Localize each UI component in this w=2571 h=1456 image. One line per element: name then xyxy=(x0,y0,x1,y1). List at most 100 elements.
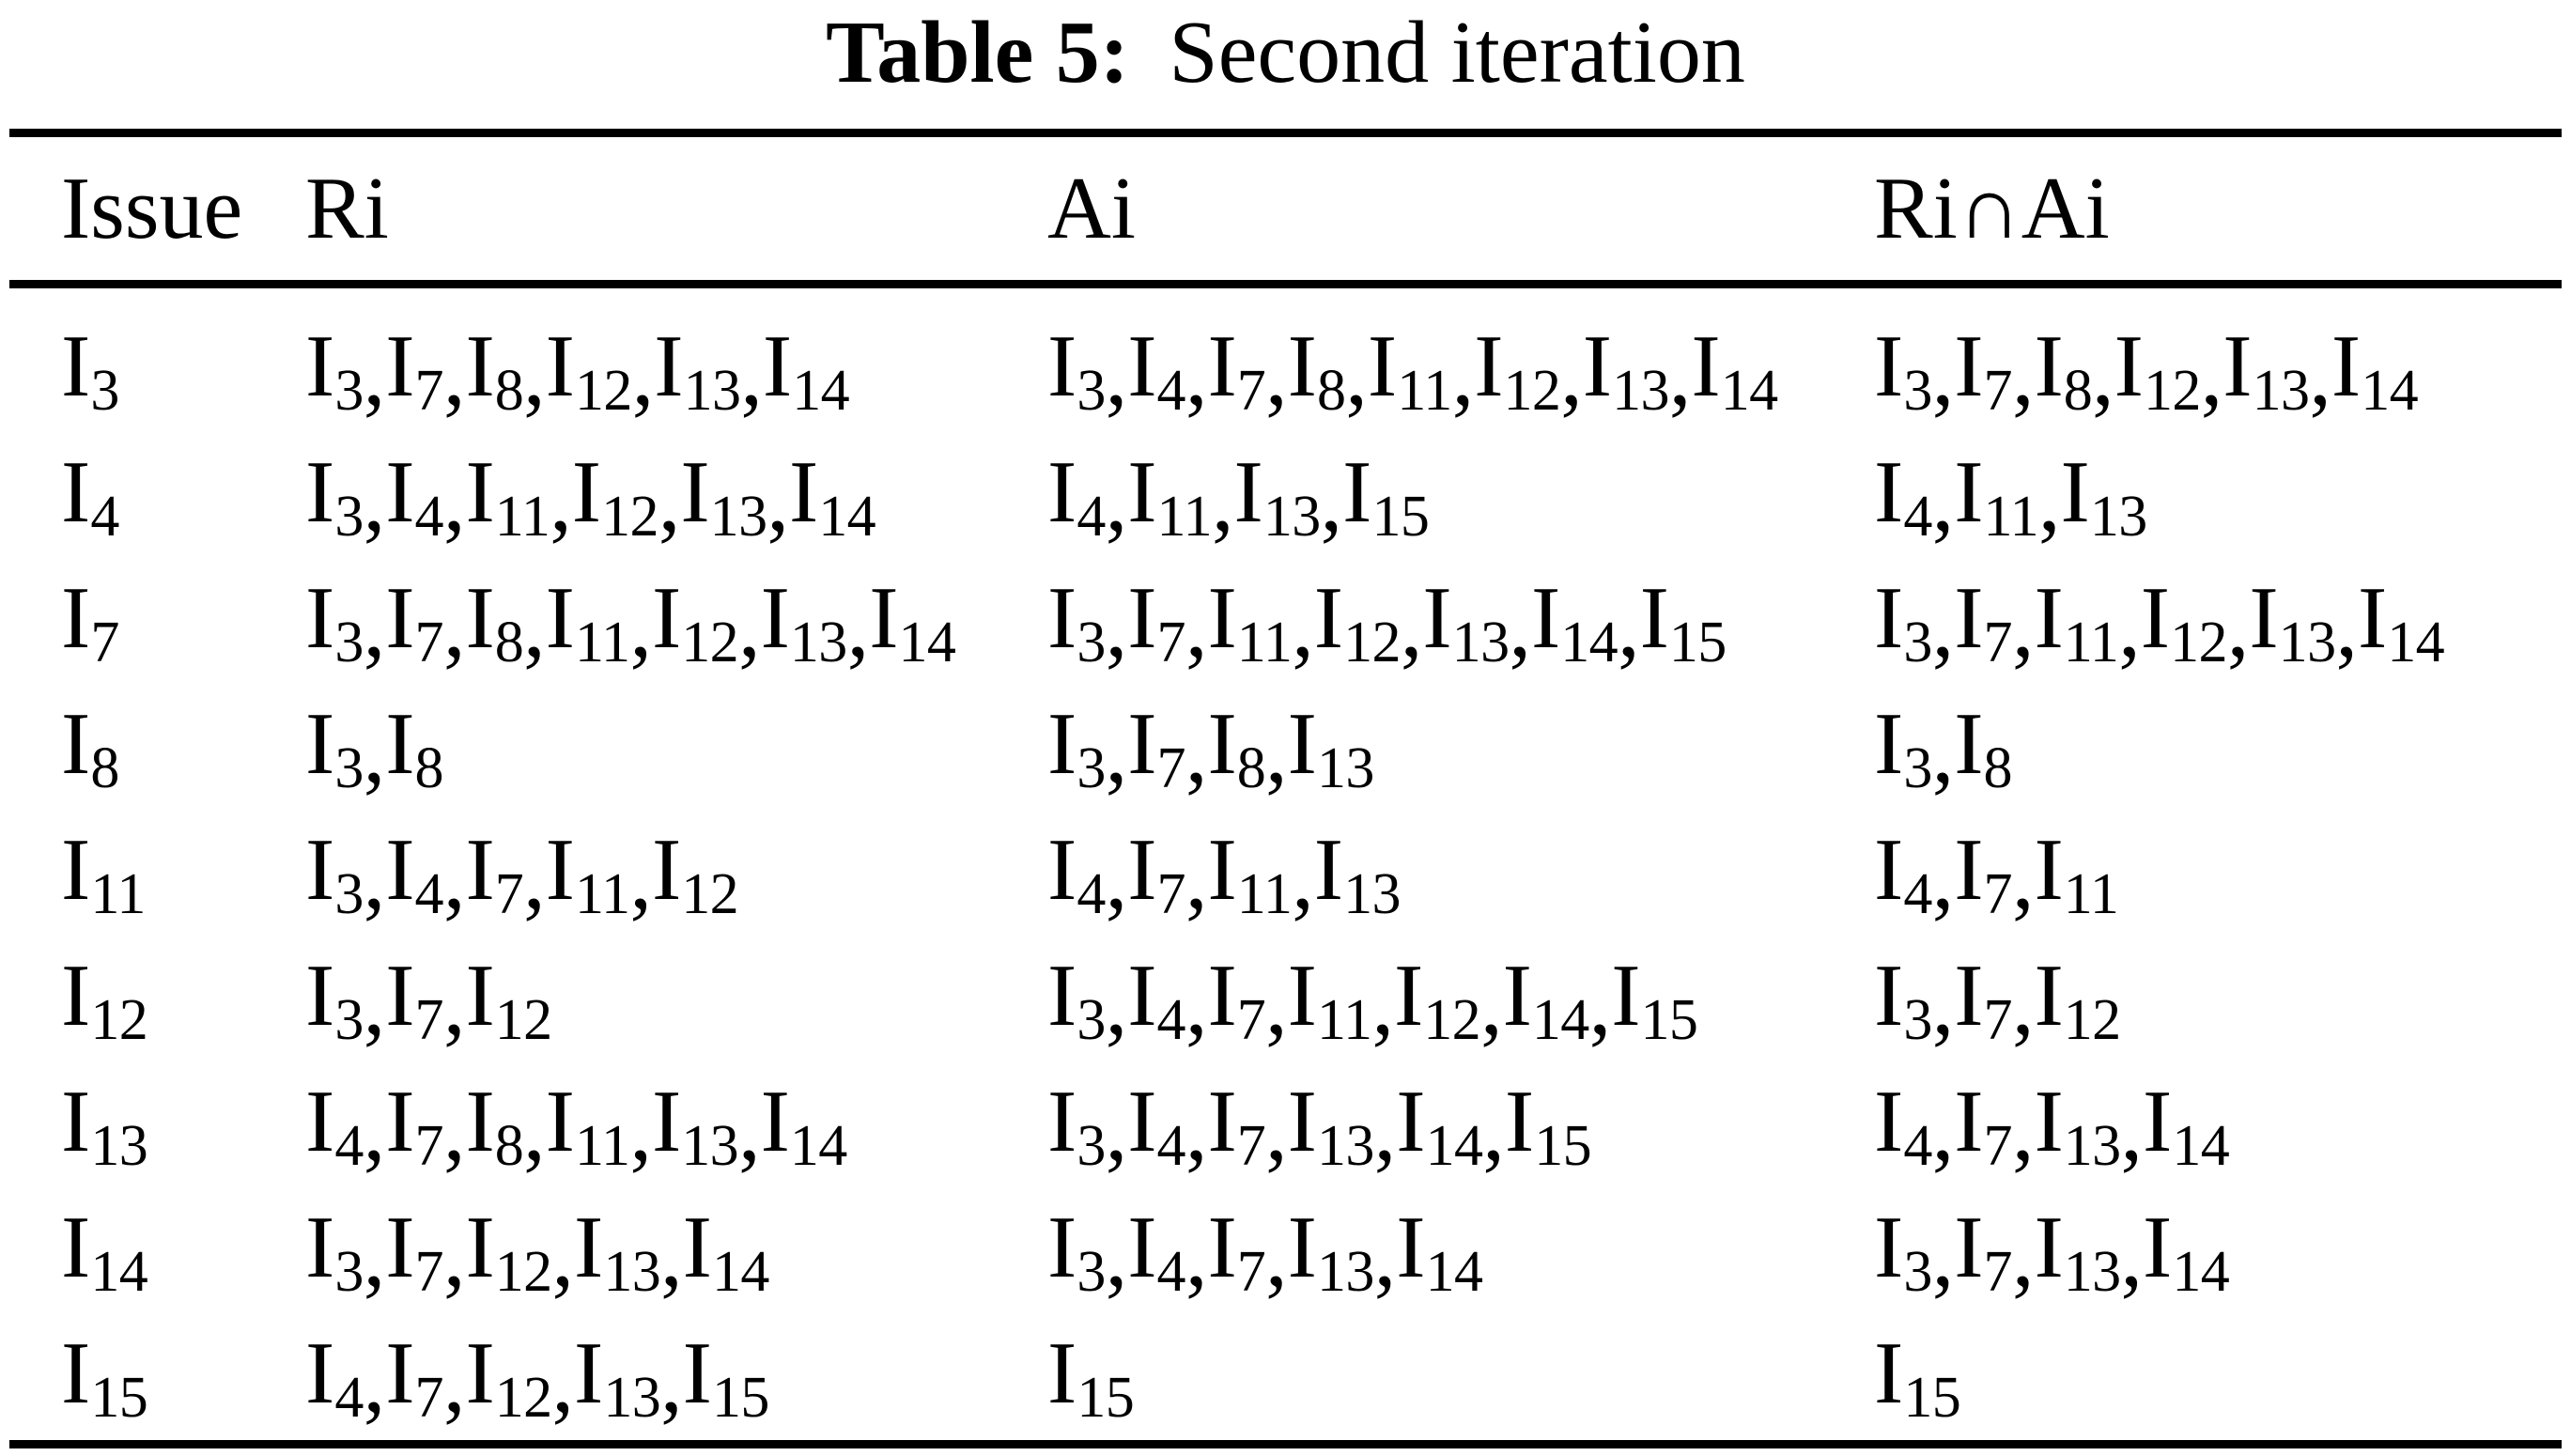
issue-subscript: 3 xyxy=(1903,610,1932,674)
comma-separator: , xyxy=(1931,578,1955,676)
issue-subscript: 13 xyxy=(603,1239,661,1304)
issue-subscript: 13 xyxy=(90,1113,148,1178)
issue-subscript: 7 xyxy=(1983,987,2013,1052)
issue-subscript: 12 xyxy=(2063,987,2121,1052)
issue-subscript: 3 xyxy=(334,987,364,1052)
issue-subscript: 8 xyxy=(414,736,444,800)
issue-subscript: 7 xyxy=(1236,987,1266,1052)
cell-ri: I3,I7,I12,I13,I14 xyxy=(305,1199,769,1306)
comma-separator: , xyxy=(1509,578,1531,676)
issue-subscript: 7 xyxy=(414,358,444,423)
issue-subscript: 14 xyxy=(711,1239,769,1304)
issue-subscript: 12 xyxy=(494,1239,552,1304)
comma-separator: , xyxy=(523,829,546,928)
issue-subscript: 3 xyxy=(1076,610,1106,674)
table-body: I3 I3,I7,I8,I12,I13,I14 I3,I4,I7,I8,I11,I1… xyxy=(61,303,2513,1436)
issue-subscript: 12 xyxy=(1503,358,1561,423)
comma-separator: , xyxy=(1292,829,1314,928)
column-header-issue: Issue xyxy=(61,160,243,257)
comma-separator: , xyxy=(1185,829,1208,928)
issue-subscript: 3 xyxy=(334,1239,364,1304)
comma-separator: , xyxy=(2011,326,2035,425)
comma-separator: , xyxy=(1265,1207,1288,1306)
comma-separator: , xyxy=(1265,1081,1288,1180)
issue-subscript: 14 xyxy=(2172,1113,2230,1178)
table-caption: Table 5: Second iteration xyxy=(0,0,2571,105)
table-header-rule xyxy=(9,280,2562,288)
comma-separator: , xyxy=(660,1207,683,1306)
comma-separator: , xyxy=(442,1207,466,1306)
comma-separator: , xyxy=(442,955,466,1054)
comma-separator: , xyxy=(740,326,763,425)
comma-separator: , xyxy=(2011,829,2035,928)
comma-separator: , xyxy=(363,578,386,676)
comma-separator: , xyxy=(2120,1081,2144,1180)
comma-separator: , xyxy=(1185,1207,1208,1306)
cell-ri-intersect-ai: I4,I7,I11 xyxy=(1874,821,2119,928)
comma-separator: , xyxy=(1373,1207,1397,1306)
issue-subscript: 13 xyxy=(681,1113,739,1178)
issue-subscript: 12 xyxy=(681,610,739,674)
issue-subscript: 3 xyxy=(1076,1113,1106,1178)
issue-subscript: 11 xyxy=(1236,861,1293,926)
issue-subscript: 4 xyxy=(1156,1113,1186,1178)
comma-separator: , xyxy=(442,452,466,550)
comma-separator: , xyxy=(2200,326,2223,425)
comma-separator: , xyxy=(363,326,386,425)
issue-subscript: 14 xyxy=(1560,610,1618,674)
comma-separator: , xyxy=(1105,829,1128,928)
comma-separator: , xyxy=(2092,326,2114,425)
issue-subscript: 3 xyxy=(334,358,364,423)
comma-separator: , xyxy=(1292,578,1314,676)
issue-subscript: 15 xyxy=(1640,987,1698,1052)
issue-subscript: 13 xyxy=(1343,861,1401,926)
issue-subscript: 12 xyxy=(2143,358,2201,423)
table-row: I12 I3,I7,I12 I3,I4,I7,I11,I12,I14,I15 I3,I… xyxy=(61,933,2513,1059)
issue-subscript: 7 xyxy=(414,1365,444,1430)
comma-separator: , xyxy=(1400,578,1423,676)
issue-subscript: 14 xyxy=(2387,610,2445,674)
comma-separator: , xyxy=(1185,326,1208,425)
issue-subscript: 13 xyxy=(1451,610,1510,674)
table-row: I3 I3,I7,I8,I12,I13,I14 I3,I4,I7,I8,I11,I1… xyxy=(61,303,2513,429)
comma-separator: , xyxy=(1588,955,1612,1054)
cell-ri: I3,I7,I8,I11,I12,I13,I14 xyxy=(305,569,956,676)
issue-subscript: 13 xyxy=(1316,736,1374,800)
issue-subscript: 11 xyxy=(1316,987,1372,1052)
issue-subscript: 13 xyxy=(2278,610,2336,674)
cell-ri: I3,I7,I8,I12,I13,I14 xyxy=(305,318,850,425)
issue-subscript: 3 xyxy=(1076,358,1106,423)
issue-subscript: 3 xyxy=(1076,736,1106,800)
comma-separator: , xyxy=(1265,326,1288,425)
comma-separator: , xyxy=(1480,955,1503,1054)
cell-ri: I4,I7,I8,I11,I13,I14 xyxy=(305,1073,847,1180)
comma-separator: , xyxy=(442,1333,466,1432)
comma-separator: , xyxy=(1931,326,1955,425)
table-row: I15 I4,I7,I12,I13,I15 I15 I15 xyxy=(61,1310,2513,1436)
cell-ri-intersect-ai: I3,I7,I13,I14 xyxy=(1874,1199,2230,1306)
issue-subscript: 4 xyxy=(1903,861,1932,926)
issue-subscript: 13 xyxy=(1612,358,1669,423)
issue-subscript: 14 xyxy=(1720,358,1778,423)
cell-ri-intersect-ai: I15 xyxy=(1874,1324,1961,1430)
cell-ai: I3,I4,I7,I8,I11,I12,I13,I14 xyxy=(1047,318,1778,425)
issue-subscript: 3 xyxy=(334,610,364,674)
comma-separator: , xyxy=(629,578,652,676)
issue-subscript: 7 xyxy=(1156,736,1186,800)
comma-separator: , xyxy=(2011,578,2035,676)
issue-subscript: 7 xyxy=(1983,1239,2013,1304)
issue-subscript: 8 xyxy=(90,736,119,800)
issue-subscript: 7 xyxy=(414,987,444,1052)
issue-subscript: 3 xyxy=(90,358,119,423)
issue-subscript: 11 xyxy=(2063,610,2119,674)
comma-separator: , xyxy=(1185,1081,1208,1180)
issue-subscript: 14 xyxy=(1425,1113,1483,1178)
issue-subscript: 8 xyxy=(1316,358,1346,423)
comma-separator: , xyxy=(1931,452,1955,550)
comma-separator: , xyxy=(1212,452,1234,550)
issue-subscript: 13 xyxy=(2089,484,2147,549)
cell-ri: I3,I4,I7,I11,I12 xyxy=(305,821,739,928)
issue-subscript: 14 xyxy=(2172,1239,2230,1304)
comma-separator: , xyxy=(1345,326,1368,425)
table-caption-label: Table 5: xyxy=(826,4,1130,101)
